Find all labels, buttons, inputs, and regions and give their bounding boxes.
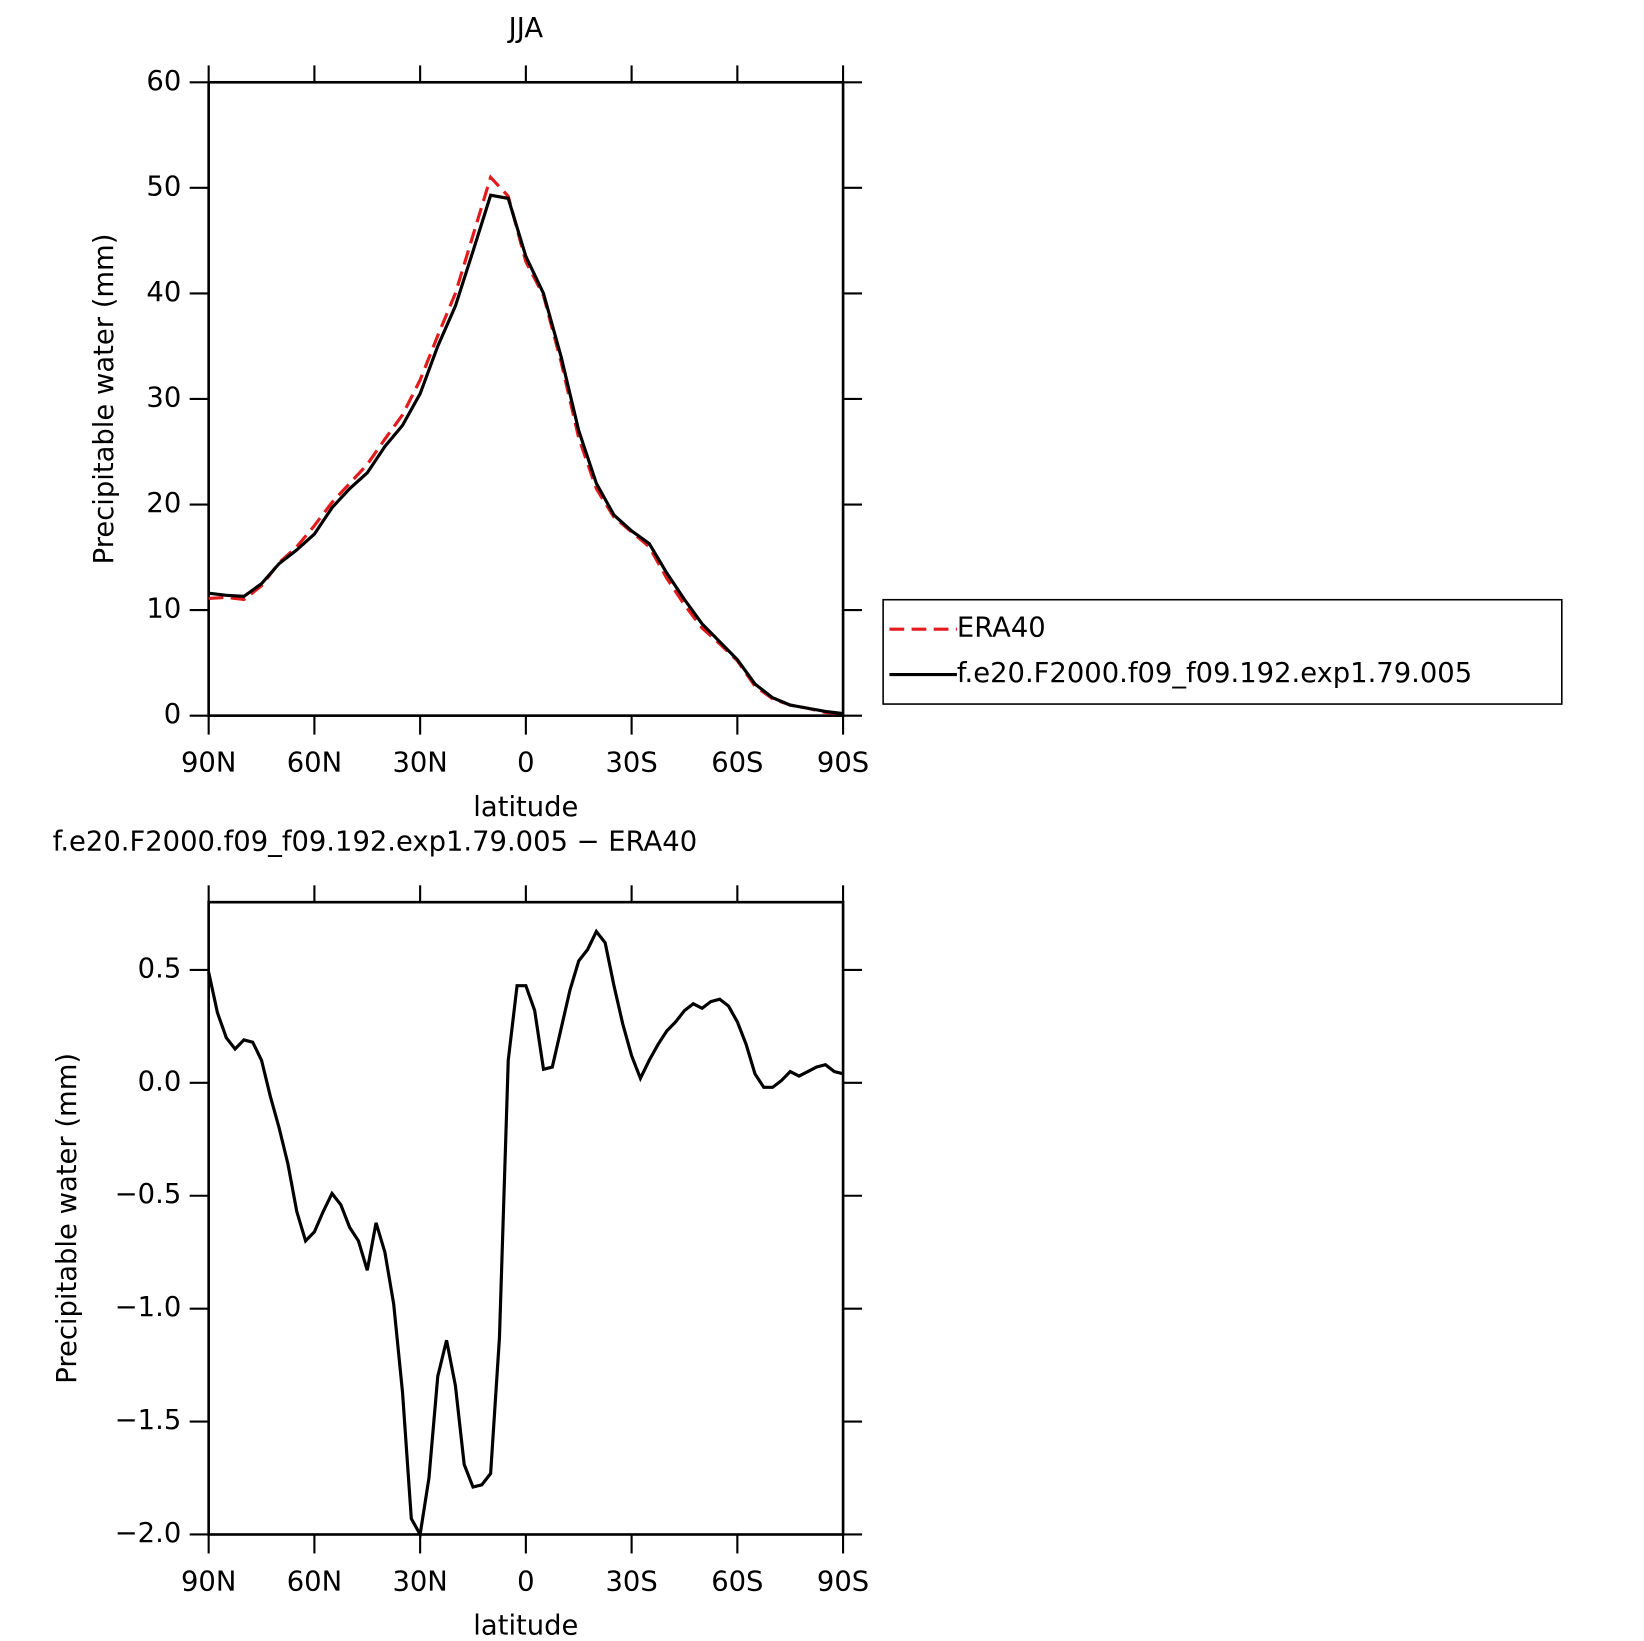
y-tick-label: −0.5 [115,1179,182,1210]
x-tick-label: 30S [605,748,657,779]
y-tick-label: 0 [164,699,181,730]
y-tick-label: −1.0 [115,1292,182,1323]
x-tick-label: 0 [517,748,534,779]
y-tick-label: 50 [146,171,181,202]
y-tick-label: 40 [146,277,181,308]
x-tick-label: 60N [287,748,342,779]
x-tick-label: 60S [711,1566,763,1597]
y-tick-label: −1.5 [115,1405,182,1436]
x-tick-label: 30S [605,1566,657,1597]
x-tick-label: 30N [392,748,447,779]
plot-frame [207,900,845,1536]
x-tick-label: 30N [392,1566,447,1597]
y-axis-label: Precipitable water (mm) [52,1053,83,1384]
y-tick-label: −2.0 [115,1518,182,1549]
y-tick-label: 30 [146,382,181,413]
x-tick-label: 0 [517,1566,534,1597]
plot-frame [207,80,845,717]
legend-label: f.e20.F2000.f09_f09.192.exp1.79.005 [957,658,1472,689]
y-tick-label: 10 [146,594,181,625]
legend-label: ERA40 [957,613,1046,644]
y-tick-label: 60 [146,66,181,97]
series-line [207,928,844,1540]
x-axis-label: latitude [473,1611,578,1641]
x-tick-label: 90N [181,748,236,779]
x-tick-label: 90N [181,1566,236,1597]
legend-box [882,598,1563,705]
x-tick-label: 90S [817,1566,869,1597]
x-tick-label: 90S [817,748,869,779]
x-axis-label: latitude [473,792,578,823]
y-tick-label: 0.5 [138,953,182,984]
x-tick-label: 60S [711,748,763,779]
x-tick-label: 60N [287,1566,342,1597]
series-line [208,193,844,716]
y-tick-label: 0.0 [138,1066,182,1097]
chart-title: f.e20.F2000.f09_f09.192.exp1.79.005 − ER… [53,827,697,858]
y-tick-label: 20 [146,488,181,519]
chart-title: JJA [507,13,544,44]
y-axis-label: Precipitable water (mm) [89,234,120,565]
